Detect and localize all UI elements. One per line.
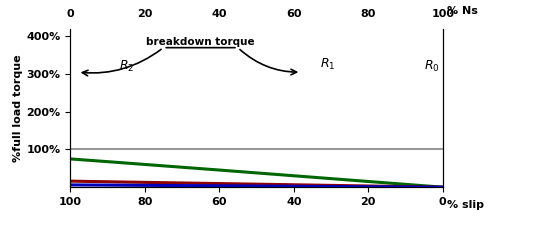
Y-axis label: %full load torque: %full load torque [14, 54, 23, 162]
Text: $R_1$: $R_1$ [320, 57, 335, 72]
Text: breakdown torque: breakdown torque [146, 36, 255, 47]
Text: $R_0$: $R_0$ [424, 59, 440, 74]
Text: % Ns: % Ns [447, 6, 477, 16]
Text: % slip: % slip [447, 200, 483, 210]
Text: $R_2$: $R_2$ [119, 59, 134, 74]
